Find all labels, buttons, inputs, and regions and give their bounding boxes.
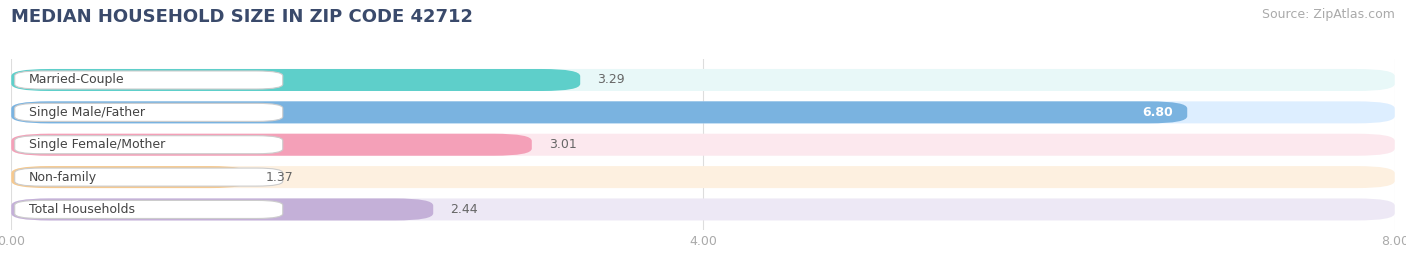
FancyBboxPatch shape: [11, 166, 249, 188]
FancyBboxPatch shape: [11, 101, 1395, 123]
Text: Non-family: Non-family: [28, 171, 97, 184]
FancyBboxPatch shape: [11, 198, 1395, 221]
FancyBboxPatch shape: [11, 69, 581, 91]
Text: Single Male/Father: Single Male/Father: [28, 106, 145, 119]
FancyBboxPatch shape: [11, 69, 1395, 91]
Text: Married-Couple: Married-Couple: [28, 73, 124, 87]
FancyBboxPatch shape: [11, 134, 531, 156]
FancyBboxPatch shape: [11, 101, 1187, 123]
FancyBboxPatch shape: [14, 168, 283, 186]
FancyBboxPatch shape: [11, 166, 1395, 188]
Text: 3.29: 3.29: [598, 73, 626, 87]
Text: Source: ZipAtlas.com: Source: ZipAtlas.com: [1261, 8, 1395, 21]
FancyBboxPatch shape: [14, 136, 283, 154]
FancyBboxPatch shape: [14, 200, 283, 218]
FancyBboxPatch shape: [11, 198, 433, 221]
Text: 1.37: 1.37: [266, 171, 294, 184]
Text: 3.01: 3.01: [550, 138, 576, 151]
Text: 2.44: 2.44: [450, 203, 478, 216]
Text: MEDIAN HOUSEHOLD SIZE IN ZIP CODE 42712: MEDIAN HOUSEHOLD SIZE IN ZIP CODE 42712: [11, 8, 474, 26]
FancyBboxPatch shape: [14, 103, 283, 121]
FancyBboxPatch shape: [14, 71, 283, 89]
Text: Single Female/Mother: Single Female/Mother: [28, 138, 165, 151]
FancyBboxPatch shape: [11, 134, 1395, 156]
Text: 6.80: 6.80: [1143, 106, 1174, 119]
Text: Total Households: Total Households: [28, 203, 135, 216]
